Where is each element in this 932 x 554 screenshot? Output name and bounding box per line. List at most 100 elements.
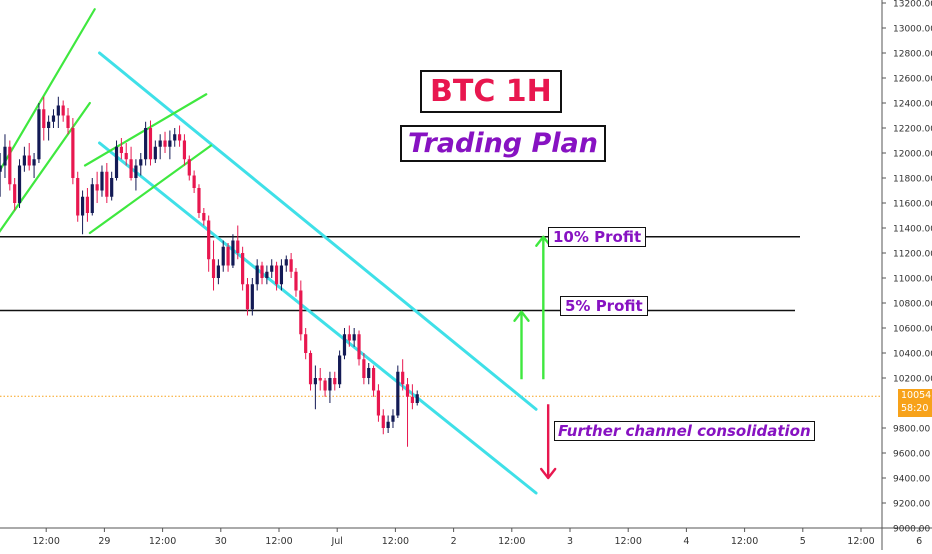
chart-title: BTC 1H [420,70,562,113]
candle-body [66,115,70,128]
candle-body [236,240,240,253]
candle-body [158,140,162,147]
consolidation-label: Further channel consolidation [554,421,815,441]
candle-body [371,368,376,391]
x-tick-label: Jul [330,536,342,547]
candle-body [187,159,191,176]
candle-body [381,415,385,428]
candle-body [284,259,288,266]
candle-body [27,155,31,166]
candle-body [323,380,327,391]
candle-body [410,396,414,403]
candle-body [3,146,7,166]
y-tick-label: 9400.00 [893,475,930,485]
candle-body [8,146,12,185]
candle-body [163,140,167,147]
candle-body [47,121,51,128]
candle-body [95,184,99,191]
y-tick-label: 10800.00 [893,300,932,310]
x-tick-label: 3 [567,536,573,547]
candle-body [396,371,400,416]
candle-body [241,253,245,285]
candle-body [415,394,419,403]
candle-body [37,109,41,160]
arrow-head [513,310,530,322]
y-tick-label: 11200.00 [893,250,932,260]
candle-body [173,134,177,141]
y-tick-label: 9800.00 [893,425,930,435]
channel-lower-line [98,141,538,495]
candle-body [270,265,274,272]
candle-body [32,159,36,166]
candle-body [304,334,308,353]
candle-body [299,290,303,335]
candle-body [56,105,60,116]
candle-body [211,259,216,278]
candle-body [119,146,123,153]
candle-body [274,265,279,285]
candle-body [80,196,85,216]
candle-body [255,265,259,285]
candle-body [100,171,104,191]
candle-body [391,415,395,422]
x-tick-label: 4 [683,536,689,547]
candle-body [347,334,351,341]
candle-body [245,284,250,310]
y-tick-label: 12200.00 [893,125,932,135]
candle-body [110,178,114,197]
y-tick-label: 13000.00 [893,25,932,35]
candle-body [22,155,26,166]
candle-body [294,271,298,291]
candle-body [71,128,75,178]
candle-body [148,128,153,160]
candle-body [260,265,264,278]
candle-body [90,184,94,213]
current-price-tag: 10054.02 58:20 [898,389,932,417]
candle-body [114,146,119,178]
candle-body [153,146,157,160]
x-tick-label: 6 [916,536,922,547]
candle-body [231,240,235,266]
candle-body [376,390,381,416]
candle-body [177,134,182,141]
candle-body [289,259,293,272]
candle-body [168,140,172,147]
candle-body [338,355,342,385]
candle-body [0,165,2,172]
candle-body [216,265,220,278]
x-tick-label: 12:00 [382,536,409,547]
candle-body [226,246,230,266]
candle-body [202,213,206,221]
candle-body [386,421,390,428]
candle-body [17,165,22,203]
y-tick-label: 10400.00 [893,350,932,360]
y-tick-label: 12400.00 [893,100,932,110]
candle-body [139,159,143,166]
candle-body [328,378,332,391]
candle-body [352,334,356,341]
y-tick-label: 9000.00 [893,525,930,535]
candle-body [13,184,17,203]
candle-body [250,284,254,310]
candle-body [207,220,211,260]
candle-body [318,378,322,381]
y-tick-label: 10200.00 [893,375,932,385]
countdown-value: 58:20 [901,403,929,414]
channel-upper-line [98,51,538,411]
candle-body [42,109,46,128]
candle-body [367,368,371,378]
candle-body [308,353,313,385]
x-tick-label: 12:00 [615,536,642,547]
x-tick-label: 30 [215,536,227,547]
candle-body [192,175,196,188]
x-tick-label: 29 [98,536,110,547]
arrow-head [539,467,557,480]
x-tick-label: 12:00 [498,536,525,547]
chart-subtitle: Trading Plan [400,125,607,162]
candle-body [401,371,405,385]
current-price-value: 10054.02 [901,390,932,401]
y-tick-label: 12600.00 [893,75,932,85]
y-tick-label: 11800.00 [893,175,932,185]
candle-body [357,334,361,360]
